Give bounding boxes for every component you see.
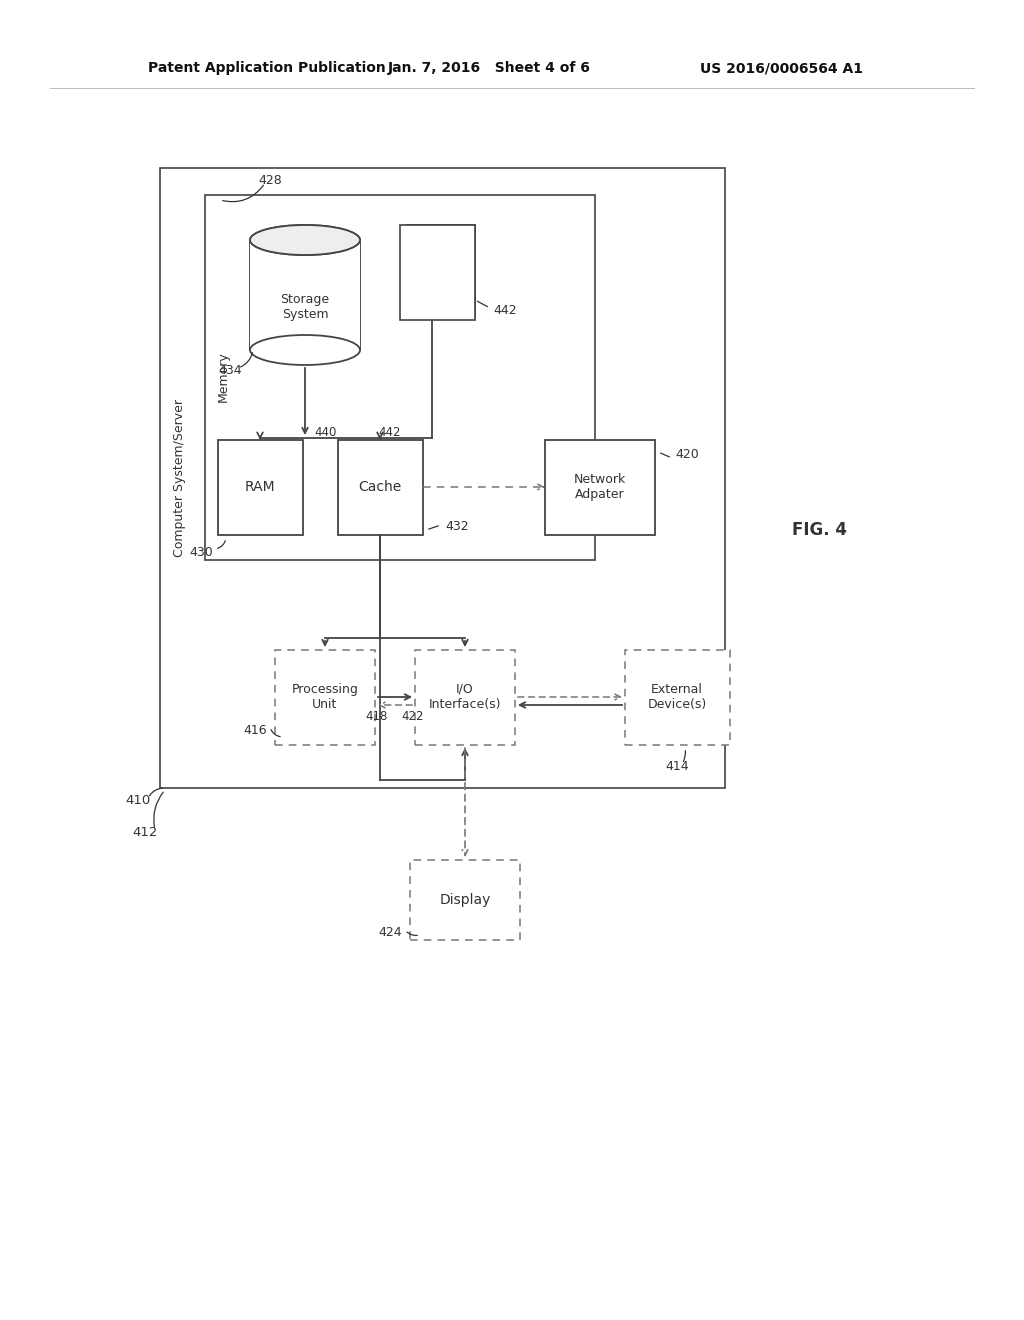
Text: Processing
Unit: Processing Unit xyxy=(292,682,358,711)
Text: 416: 416 xyxy=(244,723,267,737)
Text: US 2016/0006564 A1: US 2016/0006564 A1 xyxy=(700,61,863,75)
Text: External
Device(s): External Device(s) xyxy=(647,682,707,711)
Text: Patent Application Publication: Patent Application Publication xyxy=(148,61,386,75)
Bar xyxy=(160,168,725,788)
Text: 414: 414 xyxy=(666,760,689,774)
Text: Memory: Memory xyxy=(216,351,229,403)
Text: 442: 442 xyxy=(493,304,517,317)
Bar xyxy=(275,649,375,744)
Bar xyxy=(412,224,475,312)
Bar xyxy=(625,649,730,744)
Bar xyxy=(400,224,475,319)
Text: 428: 428 xyxy=(258,173,282,186)
Bar xyxy=(218,440,303,535)
Bar xyxy=(545,440,655,535)
Bar xyxy=(415,649,515,744)
Text: I/O
Interface(s): I/O Interface(s) xyxy=(429,682,502,711)
Text: FIG. 4: FIG. 4 xyxy=(793,521,848,539)
Text: 442: 442 xyxy=(379,425,401,438)
Text: 422: 422 xyxy=(401,710,424,723)
Text: 434: 434 xyxy=(218,363,242,376)
Text: Storage
System: Storage System xyxy=(281,293,330,321)
Text: Jan. 7, 2016   Sheet 4 of 6: Jan. 7, 2016 Sheet 4 of 6 xyxy=(388,61,591,75)
Text: 410: 410 xyxy=(125,793,151,807)
Bar xyxy=(205,195,595,560)
Text: RAM: RAM xyxy=(245,480,275,494)
Text: Display: Display xyxy=(439,894,490,907)
Text: 440: 440 xyxy=(314,425,337,438)
Ellipse shape xyxy=(250,224,360,255)
Bar xyxy=(338,440,423,535)
Text: Computer System/Server: Computer System/Server xyxy=(173,399,186,557)
Text: 430: 430 xyxy=(189,546,213,560)
Text: 418: 418 xyxy=(366,710,388,723)
Bar xyxy=(406,224,475,315)
Text: 432: 432 xyxy=(445,520,469,533)
Bar xyxy=(250,240,360,350)
Text: 420: 420 xyxy=(675,449,698,462)
Text: 424: 424 xyxy=(379,925,402,939)
Text: Network
Adpater: Network Adpater xyxy=(573,473,626,502)
Text: Cache: Cache xyxy=(358,480,401,494)
Ellipse shape xyxy=(250,335,360,366)
Ellipse shape xyxy=(250,224,360,255)
Bar xyxy=(410,861,520,940)
Text: 412: 412 xyxy=(132,826,158,840)
